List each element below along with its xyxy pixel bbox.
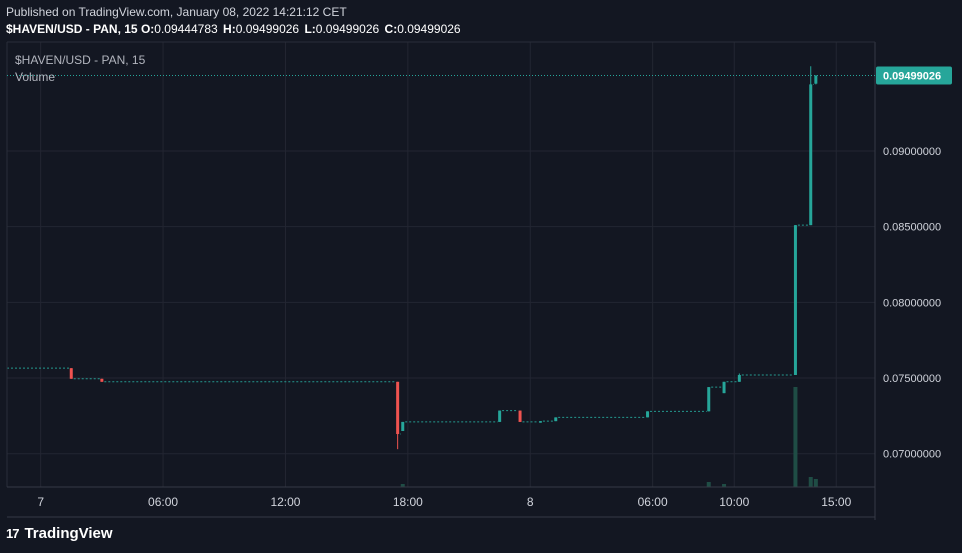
last-price-marker: 0.09499026 xyxy=(7,66,952,85)
y-tick-label: 0.07000000 xyxy=(883,449,941,461)
x-tick-label: 10:00 xyxy=(719,495,749,509)
open-value: 0.09444783 xyxy=(154,22,218,36)
high-value: 0.09499026 xyxy=(235,22,300,36)
open-label: O: xyxy=(140,22,155,36)
legend-symbol: $HAVEN/USD - PAN, 15 xyxy=(15,53,146,67)
volume-bar xyxy=(706,482,711,487)
candle-body xyxy=(809,84,813,226)
candle-body xyxy=(646,411,650,418)
candle-body xyxy=(498,410,502,422)
x-tick-label: 15:00 xyxy=(821,495,851,509)
low-value: 0.09499026 xyxy=(315,22,380,36)
close-label: C: xyxy=(384,22,398,36)
tradingview-logo-icon: 17 xyxy=(6,526,20,541)
volume-bar xyxy=(793,387,798,487)
candle-body xyxy=(69,368,73,379)
x-tick-label: 06:00 xyxy=(638,495,668,509)
y-tick-label: 0.07500000 xyxy=(883,373,941,385)
chart-axes xyxy=(6,41,876,520)
chart-grid xyxy=(7,42,875,487)
low-label: L: xyxy=(304,22,316,36)
x-tick-label: 7 xyxy=(37,495,44,509)
x-tick-label: 06:00 xyxy=(148,495,178,509)
published-caption: Published on TradingView.com, January 08… xyxy=(6,5,347,19)
y-tick-label: 0.08500000 xyxy=(883,222,941,234)
y-tick-label: 0.09000000 xyxy=(883,146,941,158)
candle-body xyxy=(518,410,522,422)
candle-body xyxy=(707,387,711,412)
brand-name: TradingView xyxy=(24,525,113,542)
x-axis-ticks: 7 06:00 12:00 18:00 8 06:00 10:00 15:00 xyxy=(37,495,851,509)
y-tick-label: 0.08000000 xyxy=(883,297,941,309)
tradingview-brand[interactable]: 17 TradingView xyxy=(6,525,113,542)
candle-body xyxy=(814,75,818,84)
candle-body xyxy=(722,381,726,394)
x-tick-label: 12:00 xyxy=(270,495,300,509)
volume-bar xyxy=(400,484,405,487)
volume-bar xyxy=(808,477,813,487)
symbol-label: $HAVEN/USD - PAN, 15 xyxy=(6,22,138,36)
candle-body xyxy=(401,421,405,431)
last-price-label: 0.09499026 xyxy=(883,70,941,82)
x-tick-label: 8 xyxy=(527,495,534,509)
close-value: 0.09499026 xyxy=(397,22,461,36)
x-tick-label: 18:00 xyxy=(393,495,423,509)
volume-bar xyxy=(722,484,727,487)
candle-body xyxy=(396,381,400,435)
candles xyxy=(7,66,818,450)
candle-body xyxy=(100,378,104,382)
high-label: H: xyxy=(223,22,236,36)
candle-body xyxy=(793,225,797,375)
candle-body xyxy=(538,421,542,423)
candle-body xyxy=(737,374,741,382)
last-price-badge xyxy=(876,66,952,85)
ohlc-header: $HAVEN/USD - PAN, 15 O:0.09444783 H:0.09… xyxy=(6,22,463,36)
candle-body xyxy=(554,417,558,422)
y-axis-ticks: 0.07000000 0.07500000 0.08000000 0.08500000… xyxy=(883,146,941,461)
legend-volume: Volume xyxy=(15,70,56,84)
volume-bar xyxy=(813,479,818,487)
volume-bars xyxy=(400,387,818,487)
